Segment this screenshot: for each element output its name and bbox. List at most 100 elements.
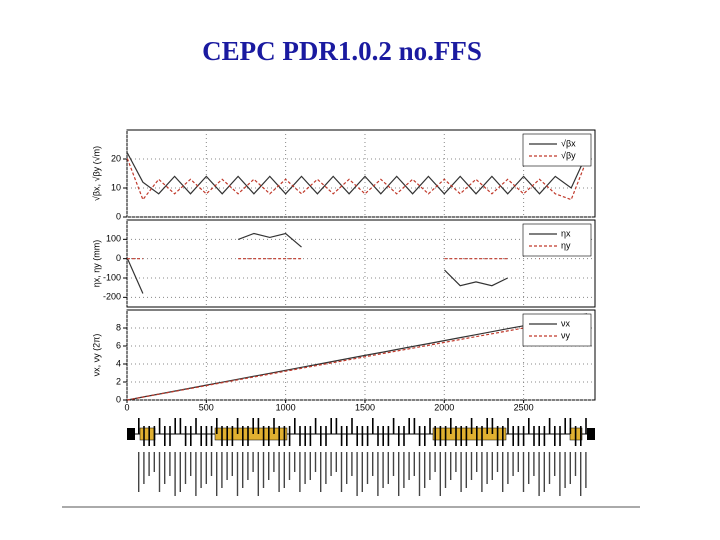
lattice-magnet: [361, 426, 364, 446]
lattice-magnet: [548, 418, 551, 434]
lattice-magnet: [528, 418, 530, 434]
lattice-magnet: [164, 426, 166, 446]
lattice-name: [507, 452, 509, 484]
lattice-magnet: [174, 418, 176, 434]
y-axis-label: νx, νy (2π): [91, 334, 101, 377]
lattice-magnet: [580, 426, 582, 446]
lattice-magnet: [387, 426, 390, 446]
lattice-magnet: [195, 418, 197, 434]
lattice-name: [242, 452, 244, 488]
lattice-magnet: [346, 426, 348, 446]
plot-area: [126, 309, 596, 401]
legend-label: √βy: [561, 150, 576, 160]
lattice-name: [252, 452, 254, 472]
lattice-name: [330, 452, 332, 476]
lattice-magnet: [517, 426, 520, 446]
lattice-magnet: [429, 418, 431, 434]
lattice-magnet: [439, 426, 442, 446]
lattice-name: [580, 452, 582, 496]
lattice-name: [569, 452, 571, 484]
lattice-block: [214, 427, 288, 441]
legend: √βx √βy: [522, 133, 592, 167]
lattice-magnet: [496, 426, 499, 446]
lattice-name: [465, 452, 467, 488]
lattice-magnet: [314, 418, 317, 434]
lattice-magnet: [564, 418, 566, 434]
lattice: [127, 418, 595, 496]
lattice-name: [195, 452, 197, 496]
legend-label: νy: [561, 330, 571, 340]
lattice-name: [554, 452, 556, 476]
x-tick-label: 1000: [276, 402, 296, 412]
lattice-name: [548, 452, 551, 484]
lattice-name: [543, 452, 545, 492]
lattice-magnet: [543, 426, 546, 446]
lattice-name: [538, 452, 540, 496]
lattice-magnet: [325, 426, 327, 446]
lattice-name: [309, 452, 311, 480]
lattice-name: [470, 452, 473, 480]
lattice-name: [257, 452, 259, 496]
lattice-name: [262, 452, 265, 488]
lattice-magnet: [221, 426, 223, 446]
lattice-magnet: [366, 426, 369, 446]
lattice-magnet: [138, 418, 140, 434]
lattice-magnet: [585, 418, 587, 434]
lattice-name: [299, 452, 301, 492]
y-tick-label: 20: [111, 153, 121, 163]
lattice-name: [403, 452, 405, 488]
lattice-name: [439, 452, 441, 496]
lattice-name: [387, 452, 389, 484]
lattice-magnet: [283, 426, 286, 446]
lattice-magnet: [184, 426, 187, 446]
lattice-name: [574, 452, 577, 476]
lattice-magnet: [460, 426, 462, 446]
lattice-magnet: [512, 426, 514, 446]
lattice-name: [564, 452, 566, 488]
legend-label: ηx: [561, 228, 571, 238]
plot-area: [126, 129, 596, 218]
lattice-name: [221, 452, 223, 488]
lattice-name: [377, 452, 379, 496]
y-tick-label: 100: [106, 234, 121, 244]
lattice-name: [481, 452, 483, 492]
lattice-magnet: [351, 418, 353, 434]
lattice-magnet: [444, 426, 447, 446]
lattice-name: [190, 452, 192, 476]
y-tick-label: 8: [116, 322, 121, 332]
lattice-name: [418, 452, 421, 496]
x-tick-label: 500: [199, 402, 214, 412]
lattice-name: [174, 452, 176, 496]
y-tick-label: 2: [116, 376, 121, 386]
lattice-magnet: [418, 426, 421, 446]
lattice-name: [169, 452, 171, 476]
lattice-magnet: [356, 426, 358, 446]
lattice-magnet: [304, 426, 306, 446]
lattice-magnet: [507, 418, 509, 434]
lattice-magnet: [158, 418, 161, 434]
lattice-name: [366, 452, 369, 484]
lattice-name: [216, 452, 218, 496]
legend-label: ηy: [561, 240, 571, 250]
lattice-magnet: [216, 418, 218, 434]
y-tick-label: 4: [116, 358, 121, 368]
lattice-name: [361, 452, 363, 492]
lattice-name: [486, 452, 488, 484]
lattice-magnet: [465, 426, 468, 446]
lattice-magnet: [340, 426, 343, 446]
lattice-magnet: [190, 426, 192, 446]
lattice-magnet: [257, 418, 260, 434]
lattice-magnet: [320, 426, 322, 446]
lattice-magnet: [252, 418, 254, 434]
lattice-name: [288, 452, 291, 480]
lattice-name: [226, 452, 228, 480]
lattice-name: [346, 452, 348, 484]
lattice-magnet: [278, 426, 280, 446]
y-axis-label: ηx, ηy (mm): [91, 240, 101, 288]
lattice-magnet: [538, 426, 540, 446]
lattice-name: [429, 452, 431, 480]
lattice-name: [559, 452, 561, 496]
lattice-magnet: [522, 426, 525, 446]
